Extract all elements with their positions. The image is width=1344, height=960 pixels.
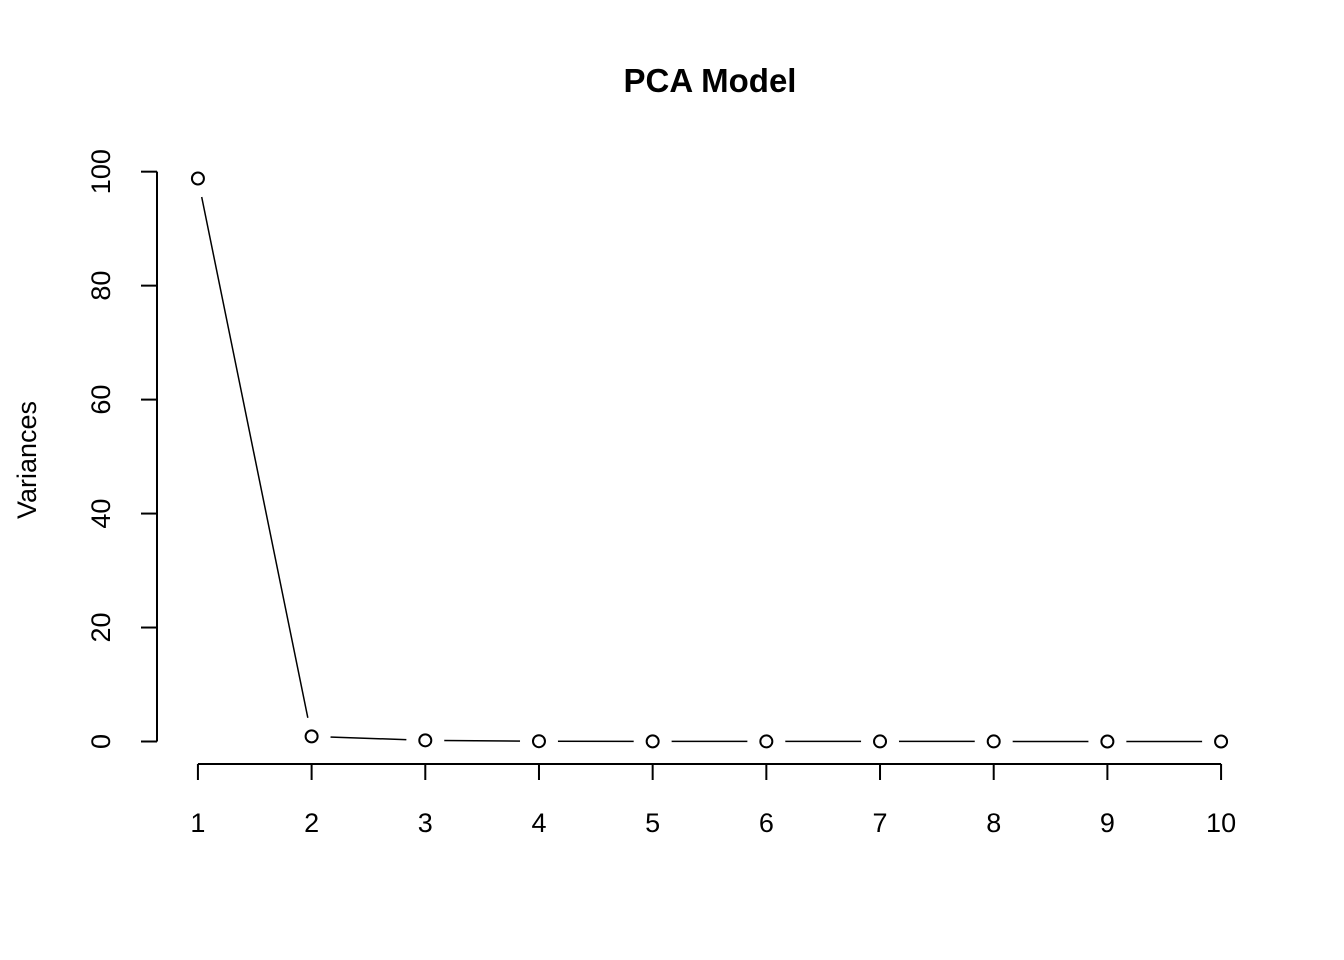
y-tick-label: 20 xyxy=(86,613,116,643)
point xyxy=(645,734,660,749)
x-tick-label: 5 xyxy=(645,808,660,838)
y-tick-label: 80 xyxy=(86,271,116,301)
x-tick-label: 7 xyxy=(873,808,888,838)
x-tick-label: 2 xyxy=(304,808,319,838)
point xyxy=(1100,734,1115,749)
x-tick-label: 3 xyxy=(418,808,433,838)
point xyxy=(304,729,319,744)
x-tick-label: 9 xyxy=(1100,808,1115,838)
chart-title: PCA Model xyxy=(624,62,797,99)
y-tick-label: 60 xyxy=(86,385,116,415)
point xyxy=(418,733,433,748)
point xyxy=(531,734,546,749)
x-tick-label: 6 xyxy=(759,808,774,838)
point xyxy=(873,734,888,749)
point xyxy=(759,734,774,749)
y-axis-label: Variances xyxy=(12,401,42,519)
y-tick-label: 100 xyxy=(86,149,116,194)
point xyxy=(190,171,205,186)
x-tick-label: 8 xyxy=(986,808,1001,838)
point xyxy=(1214,734,1229,749)
point xyxy=(986,734,1001,749)
y-tick-label: 40 xyxy=(86,499,116,529)
x-tick-label: 1 xyxy=(190,808,205,838)
x-tick-label: 10 xyxy=(1206,808,1236,838)
series-line xyxy=(197,178,1222,743)
y-tick-label: 0 xyxy=(86,734,116,749)
x-tick-label: 4 xyxy=(531,808,546,838)
